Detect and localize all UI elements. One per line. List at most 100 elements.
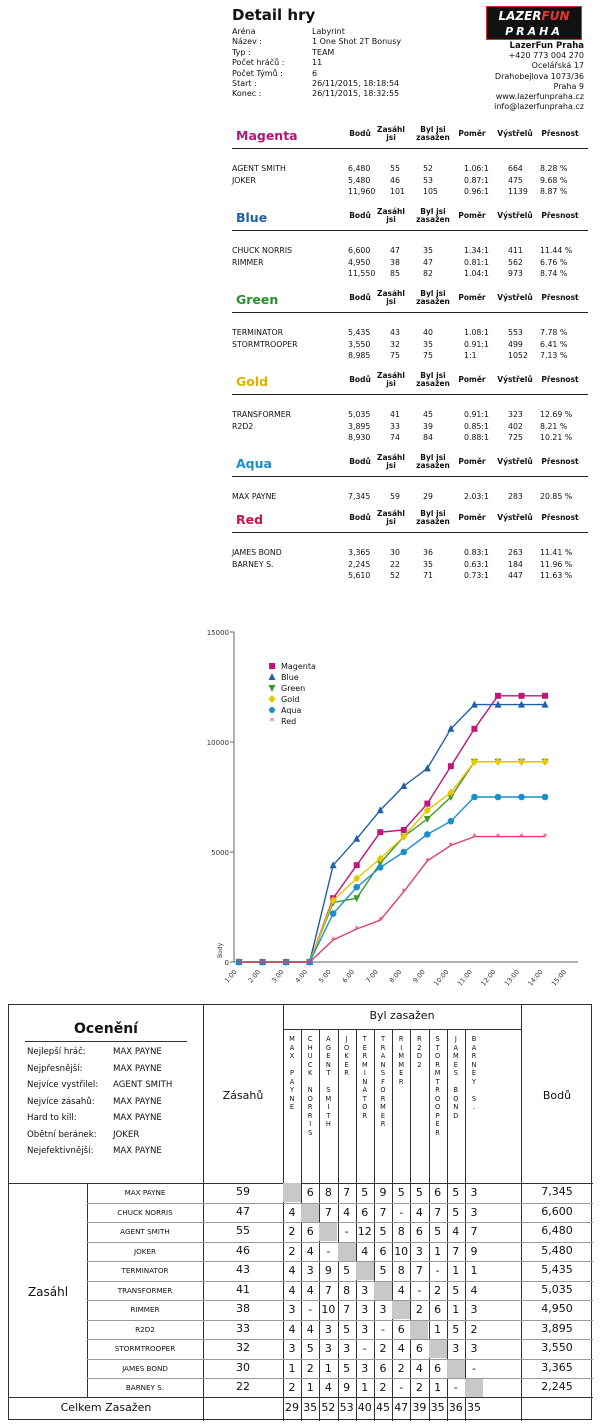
cell-presnost: 8.87 % — [540, 187, 568, 196]
cell-pomer: 0.85:1 — [464, 421, 489, 431]
team-block-green: Green Bodů Zasáhl jsi Byl jsi zasažen Poměr V… — [218, 288, 600, 378]
cell-zasazen: 47 — [423, 257, 433, 267]
target-name-vertical: R I M M E R — [398, 1035, 405, 1086]
player-row: STORMTROOPER 3,550 32 35 0.91:1 499 6.41 % — [218, 340, 600, 351]
cell-bodu: 11,960 — [348, 187, 376, 196]
team-name: Blue — [236, 210, 268, 225]
hit-cell: 3 — [361, 1322, 369, 1336]
cell-zasahl: 85 — [390, 269, 400, 278]
row-zasahu: 41 — [236, 1282, 250, 1296]
header-bodu: Bodů — [349, 513, 371, 522]
award-label: Nejefektivnější: — [27, 1146, 94, 1156]
row-player-name: MAX PAYNE — [124, 1188, 166, 1197]
target-name-vertical: J O K E R — [343, 1035, 350, 1077]
hit-cell: 7 — [343, 1186, 351, 1199]
player-row: RIMMER 4,950 38 47 0.81:1 562 6.76 % — [218, 258, 600, 269]
team-header-rule — [232, 394, 588, 395]
matrix-row: MAX PAYNE 59 6 8 7 5 9 5 5 6 5 3 7,345 — [9, 1183, 593, 1202]
zasahl-label: Zasáhl — [27, 1285, 69, 1299]
grid-vline — [392, 1029, 394, 1421]
hit-cell: 7 — [379, 1205, 387, 1219]
team-block-gold: Gold Bodů Zasáhl jsi Byl jsi zasažen Poměr Vý… — [218, 370, 600, 460]
x-tick-label: 14:00 — [526, 968, 544, 987]
meta-label: Počet Týmů : — [232, 68, 283, 78]
player-row: MAX PAYNE 7,345 59 29 2.03:1 283 20.85 % — [218, 492, 600, 503]
hit-cell — [283, 1183, 301, 1202]
cell-bodu: 7,345 — [348, 492, 371, 501]
cell-pomer: 0.81:1 — [464, 257, 489, 267]
grid-vline — [374, 1029, 375, 1421]
matrix-row: CHUCK NORRIS 47 4 7 4 6 7-4 7 5 3 6,600 — [9, 1202, 593, 1222]
hit-cell: 4 — [452, 1225, 460, 1238]
total-cell: 53 — [339, 1401, 354, 1414]
player-name: TERMINATOR — [232, 328, 284, 337]
hit-cell — [428, 1339, 447, 1358]
y-tick-label: 5000 — [211, 849, 229, 857]
header-zasazen: Byl jsi zasažen — [416, 371, 450, 388]
hit-cell: 5 — [452, 1322, 460, 1336]
meta-value: 26/11/2015, 18:18:54 — [312, 79, 400, 89]
hit-cell: 4 — [306, 1322, 314, 1336]
row-player-name: R2D2 — [135, 1324, 155, 1334]
hit-cell: 5 — [361, 1186, 369, 1199]
header-presnost: Přesnost — [541, 457, 579, 466]
target-name-vertical: R 2 D 2 — [416, 1035, 422, 1069]
hit-cell: 3 — [470, 1205, 478, 1219]
award-row: Nejvíce zásahů: MAX PAYNE — [27, 1097, 162, 1107]
data-point — [423, 816, 431, 823]
grid-vline — [283, 1005, 284, 1421]
company-line: Drahobejlova 1073/36 — [494, 71, 584, 81]
header-bodu: Bodů — [349, 129, 371, 138]
hit-cell — [465, 1378, 483, 1397]
header-zasahl: Zasáhl jsi — [377, 509, 405, 526]
header-pomer: Poměr — [458, 457, 486, 466]
logo-text-praha: PRAHA — [505, 25, 563, 38]
cell-presnost: 11.41 % — [540, 548, 573, 557]
cell-pomer: 1.06:1 — [464, 164, 489, 173]
cell-pomer: 0.73:1 — [464, 571, 489, 580]
hit-cell: 7 — [452, 1244, 460, 1258]
header-zasahl: Zasáhl jsi — [377, 371, 405, 388]
hit-cell: 1 — [288, 1361, 296, 1375]
cell-bodu: 5,610 — [348, 571, 371, 580]
data-point: * — [449, 841, 454, 851]
team-header-rule — [232, 230, 588, 231]
meta-row: Konec : 26/11/2015, 18:32:55 — [232, 89, 401, 99]
player-row: CHUCK NORRIS 6,600 47 35 1.34:1 411 11.44 % — [218, 246, 600, 257]
cell-pomer: 0.87:1 — [464, 175, 489, 185]
hit-cell — [337, 1241, 356, 1261]
hit-cell: 7 — [324, 1283, 332, 1297]
award-row: Hard to kill: MAX PAYNE — [27, 1113, 162, 1123]
hit-cell: 2 — [288, 1244, 296, 1258]
row-rule — [87, 1202, 593, 1204]
hit-cell: 3 — [415, 1244, 423, 1258]
company-name: LazerFun Praha — [509, 41, 584, 51]
hit-cell — [301, 1202, 320, 1222]
meta-label: Název : — [232, 37, 262, 47]
x-tick-label: 11:00 — [456, 968, 474, 987]
header-vystrelu: Výstřelů — [497, 375, 533, 384]
awards-hit-matrix: Ocenění Zásahů Byl zasažen Bodů Zasáhl C… — [8, 1004, 593, 1421]
hit-cell: 7 — [324, 1205, 332, 1219]
legend-marker: * — [270, 717, 275, 727]
row-player-name: JOKER — [133, 1246, 157, 1256]
data-point — [400, 827, 407, 833]
cell-vystrelu: 973 — [508, 269, 523, 278]
hit-cell: 3 — [343, 1342, 351, 1355]
hit-cell: 6 — [306, 1186, 314, 1199]
data-point — [541, 793, 549, 801]
row-zasahu: 30 — [236, 1360, 250, 1374]
row-player-name: TRANSFORMER — [117, 1285, 173, 1295]
hit-cell: 4 — [288, 1205, 296, 1219]
grid-hline — [9, 1183, 593, 1184]
hit-cell: 10 — [394, 1244, 409, 1258]
data-point — [353, 862, 360, 869]
cell-pomer: 1.08:1 — [464, 328, 489, 337]
hit-cell: 9 — [470, 1244, 478, 1258]
total-cell: 35 — [467, 1401, 481, 1414]
cell-zasahl: 46 — [390, 175, 400, 185]
cell-pomer: 1.04:1 — [464, 269, 489, 278]
hit-cell: 6 — [415, 1342, 423, 1355]
data-point — [470, 757, 478, 766]
row-zasahu: 55 — [236, 1224, 250, 1237]
